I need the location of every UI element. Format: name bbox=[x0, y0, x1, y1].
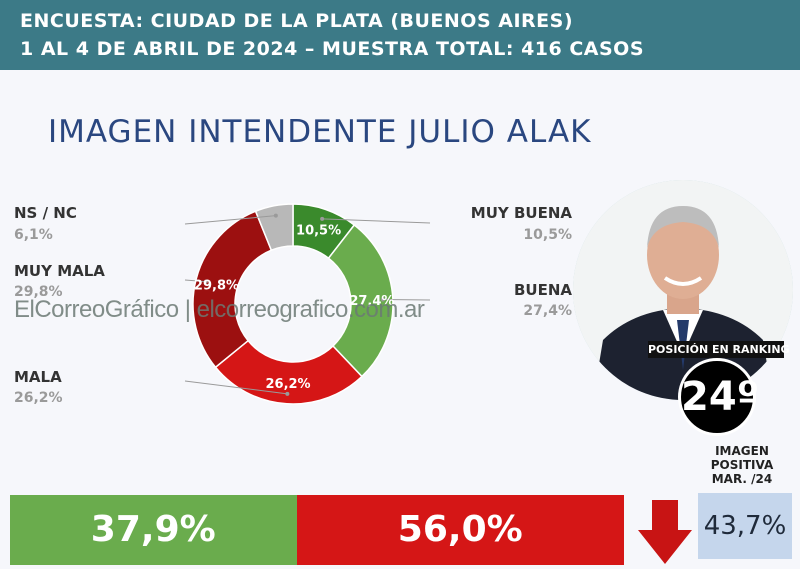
leader-dot bbox=[320, 216, 325, 221]
donut-slice-ns-nc bbox=[254, 203, 294, 252]
donut-slices bbox=[192, 203, 394, 405]
donut-slice-buena bbox=[327, 223, 394, 378]
leader-line bbox=[184, 279, 206, 283]
bar-segment-0: 37,9% bbox=[10, 495, 297, 565]
donut-slice-muy-mala bbox=[192, 210, 273, 369]
legend-label-ns-nc: NS / NC bbox=[14, 204, 77, 222]
leader-dot bbox=[203, 279, 208, 284]
chart-title: IMAGEN INTENDENTE JULIO ALAK bbox=[48, 114, 592, 150]
leader-dot bbox=[285, 391, 290, 396]
legend-label-muy-mala: MUY MALA bbox=[14, 262, 105, 280]
leader-line bbox=[184, 215, 276, 225]
leader-line bbox=[322, 218, 431, 224]
bar-segment-1: 56,0% bbox=[296, 495, 624, 565]
legend-value-muy-mala: 29,8% bbox=[14, 284, 63, 300]
legend-value-buena: 27,4% bbox=[523, 303, 572, 319]
legend-label-buena: BUENA bbox=[513, 281, 572, 299]
stacked-bar: 37,9%56,0%6,1% bbox=[10, 495, 624, 565]
survey-subtitle: 1 AL 4 DE ABRIL DE 2024 – MUESTRA TOTAL:… bbox=[20, 38, 645, 60]
ranking-label: POSICIÓN EN RANKING bbox=[648, 341, 790, 358]
slice-labels: 10,5% 27,4% 26,2% 29,8% bbox=[194, 223, 395, 392]
down-arrow-icon bbox=[638, 500, 692, 564]
leader-line bbox=[184, 380, 288, 395]
leader-line bbox=[382, 298, 431, 301]
bar-segment-label: 56,0% bbox=[397, 509, 523, 550]
legend-value-mala: 26,2% bbox=[14, 390, 63, 406]
mayor-portrait bbox=[573, 180, 793, 400]
legend-value-muy-buena: 10,5% bbox=[523, 227, 572, 243]
slice-value-label: 26,2% bbox=[265, 377, 310, 392]
ranking-badge: 24º bbox=[678, 358, 759, 436]
header-banner: ENCUESTA: CIUDAD DE LA PLATA (BUENOS AIR… bbox=[0, 0, 800, 70]
slice-value-label: 27,4% bbox=[349, 294, 394, 309]
survey-title: ENCUESTA: CIUDAD DE LA PLATA (BUENOS AIR… bbox=[20, 10, 574, 32]
slice-value-label: 10,5% bbox=[296, 223, 341, 238]
bar-segment-label: 37,9% bbox=[90, 509, 216, 550]
leader-dot bbox=[380, 297, 385, 302]
slice-value-label: 29,8% bbox=[194, 278, 239, 293]
legend-label-muy-buena: MUY BUENA bbox=[470, 204, 572, 222]
leader-lines bbox=[184, 213, 431, 396]
positive-image-label: IMAGEN POSITIVA MAR. /24 bbox=[710, 444, 774, 486]
legend-label-mala: MALA bbox=[14, 368, 62, 386]
legend-value-ns-nc: 6,1% bbox=[14, 227, 53, 243]
watermark: ElCorreoGráfico | elcorreografico.com.ar bbox=[14, 296, 425, 323]
leader-dot bbox=[273, 213, 278, 218]
positive-image-value: 43,7% bbox=[698, 493, 792, 559]
